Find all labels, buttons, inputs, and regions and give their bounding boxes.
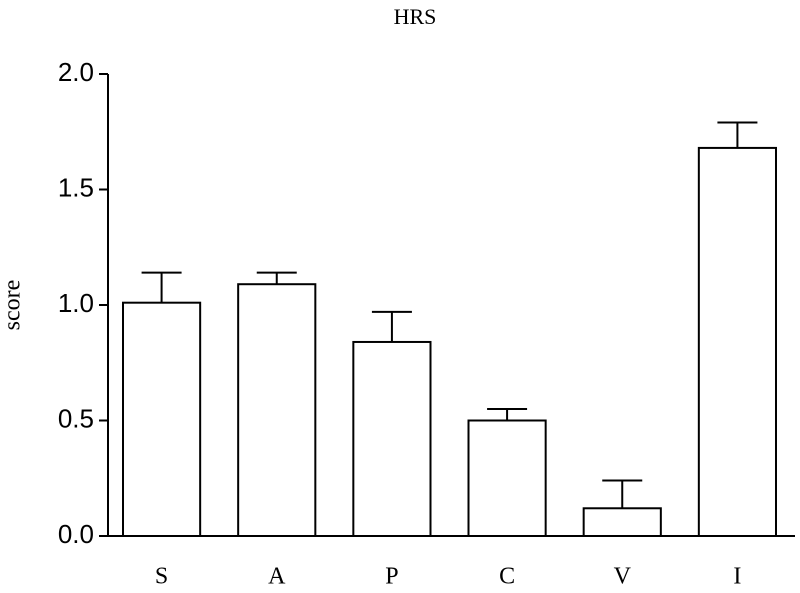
bar	[582, 507, 662, 537]
bar	[697, 146, 777, 537]
x-tick-label: C	[499, 564, 515, 590]
x-tick-label: P	[385, 564, 398, 590]
y-tick-label: 1.5	[58, 172, 94, 202]
y-tick-label: 1.0	[58, 288, 94, 318]
y-axis-label: score	[0, 280, 26, 331]
chart-title: HRS	[394, 4, 437, 29]
y-tick-label: 0.5	[58, 403, 94, 433]
bar	[122, 301, 202, 537]
bar	[467, 419, 547, 537]
x-tick-label: A	[268, 564, 286, 590]
y-tick-label: 0.0	[58, 519, 94, 549]
x-tick-label: S	[155, 564, 168, 590]
x-tick-label: V	[614, 564, 632, 590]
bar	[352, 340, 432, 537]
bar	[237, 283, 317, 537]
y-tick-label: 2.0	[58, 57, 94, 87]
x-tick-label: I	[733, 564, 741, 590]
